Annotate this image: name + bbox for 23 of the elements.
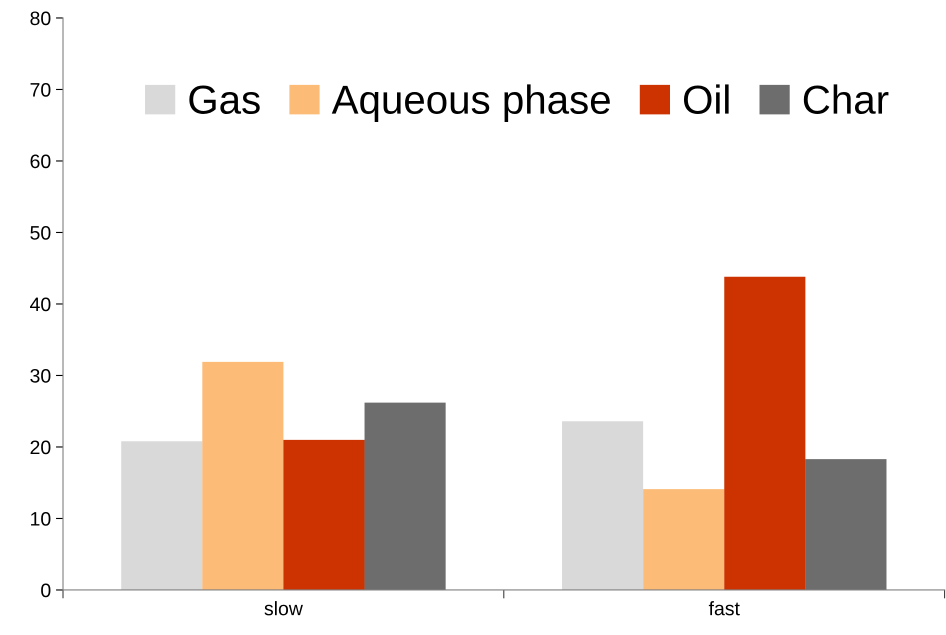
x-tick-label: slow bbox=[264, 601, 303, 616]
y-tick-label: 10 bbox=[31, 512, 50, 526]
y-tick-label: 0 bbox=[41, 583, 50, 598]
legend-label: Aqueous phase bbox=[332, 84, 610, 122]
bar bbox=[805, 459, 886, 590]
legend-label: Char bbox=[804, 84, 888, 114]
y-tick-label: 60 bbox=[30, 154, 50, 168]
bar bbox=[202, 362, 284, 590]
bar bbox=[121, 441, 202, 590]
legend-label: Gas bbox=[189, 85, 260, 114]
y-tick-label: 50 bbox=[30, 226, 50, 240]
y-tick-label: 30 bbox=[30, 368, 50, 383]
bar bbox=[724, 276, 806, 590]
bar bbox=[283, 440, 365, 590]
x-tick-label: fast bbox=[708, 601, 740, 616]
y-tick-label: 40 bbox=[30, 297, 50, 312]
bar bbox=[643, 489, 724, 590]
y-tick-label: 70 bbox=[30, 82, 50, 97]
bar bbox=[562, 421, 644, 590]
y-tick-label: 80 bbox=[30, 11, 50, 26]
legend-label: Oil bbox=[684, 84, 729, 114]
bar bbox=[364, 402, 446, 590]
y-tick-label: 20 bbox=[30, 440, 50, 454]
